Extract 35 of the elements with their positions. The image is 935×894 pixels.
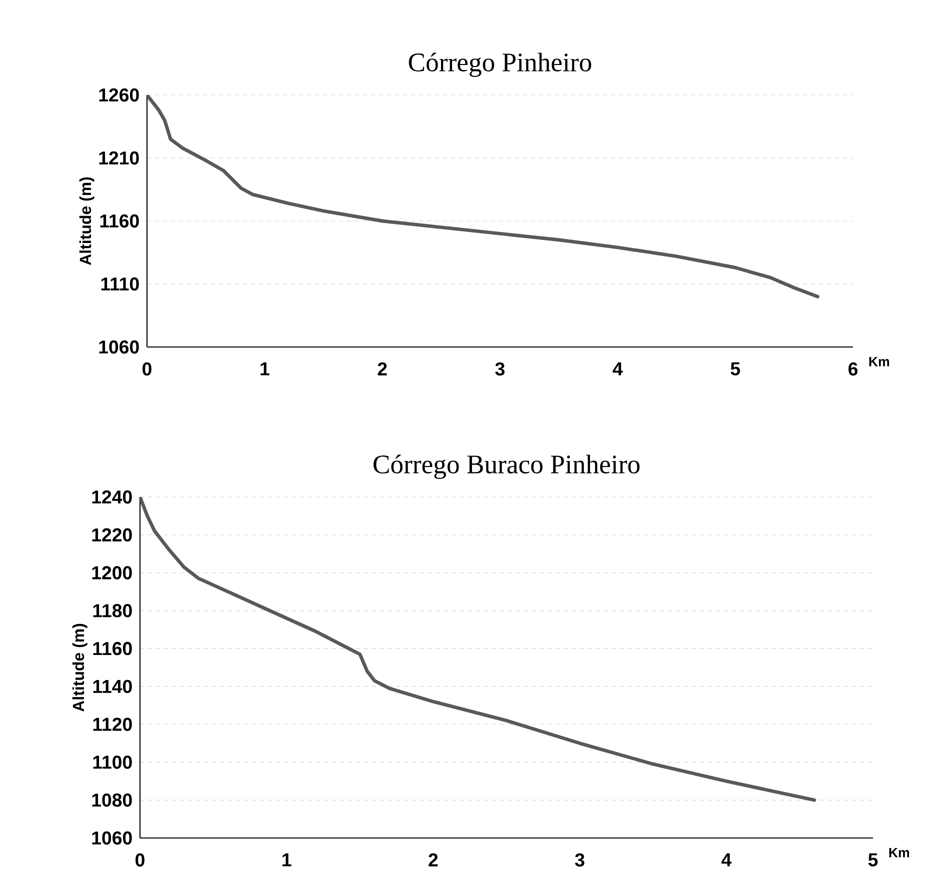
y-tick-label: 1240	[92, 490, 132, 504]
y-tick-label: 1160	[100, 214, 139, 228]
x-tick-label: 2	[428, 853, 438, 866]
x-tick-label: 3	[575, 853, 584, 867]
y-tick-label: 1260	[99, 88, 139, 102]
y-tick-label: 1200	[92, 566, 132, 580]
x-tick-label: 3	[495, 362, 505, 376]
x-tick-label: 0	[136, 853, 144, 867]
y-axis-title: Altitude (m)	[72, 624, 88, 712]
y-tick-label: 1210	[99, 151, 139, 165]
y-tick-label: 1180	[93, 604, 132, 618]
x-tick-label: 4	[722, 853, 732, 866]
x-tick-label: 1	[260, 362, 270, 376]
x-tick-label: 2	[378, 362, 387, 376]
chart-title: Córrego Buraco Pinheiro	[374, 454, 640, 479]
y-tick-label: 1140	[93, 680, 132, 694]
y-tick-label: 1110	[101, 277, 139, 291]
y-tick-label: 1220	[92, 528, 132, 542]
y-tick-label: 1100	[93, 756, 132, 769]
x-tick-label: 5	[730, 362, 740, 376]
x-tick-label: 4	[612, 362, 623, 376]
y-axis-title: Altitude (m)	[79, 177, 94, 266]
x-tick-label: 6	[848, 362, 858, 376]
x-axis-title: Km	[869, 357, 890, 366]
y-tick-label: 1160	[93, 642, 132, 656]
chart-title: Córrego Pinheiro	[408, 52, 592, 77]
y-tick-label: 1060	[99, 340, 139, 354]
x-tick-label: 5	[868, 853, 878, 866]
y-tick-label: 1120	[93, 718, 132, 731]
y-tick-label: 1060	[92, 831, 132, 845]
x-axis-title: Km	[889, 848, 910, 858]
x-tick-label: 1	[282, 853, 292, 866]
y-tick-label: 1080	[92, 793, 132, 807]
line-series	[140, 497, 816, 802]
x-tick-label: 0	[142, 362, 152, 376]
